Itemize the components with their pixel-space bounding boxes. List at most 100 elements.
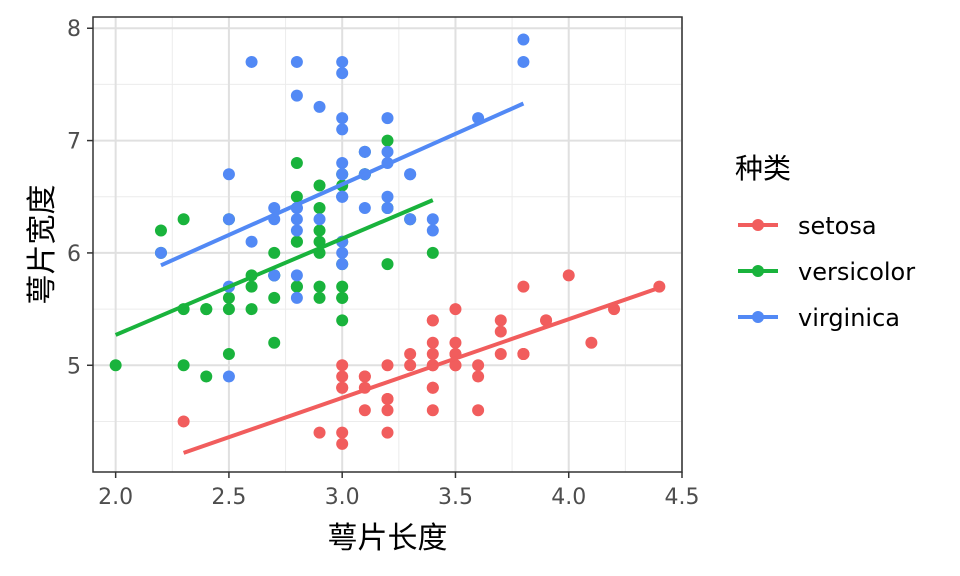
trend-line-setosa [182, 285, 661, 455]
data-point-setosa [449, 336, 462, 349]
x-tick-label: 4.5 [665, 485, 700, 510]
data-point-versicolor [268, 291, 281, 304]
data-point-setosa [404, 348, 417, 361]
data-point-setosa [381, 404, 394, 417]
data-point-versicolor [336, 314, 349, 327]
data-point-virginica [222, 213, 235, 226]
legend-label-setosa: setosa [798, 212, 877, 240]
data-point-virginica [517, 33, 530, 46]
data-point-virginica [222, 370, 235, 383]
data-point-versicolor [381, 134, 394, 147]
data-point-setosa [381, 426, 394, 439]
data-point-versicolor [313, 280, 326, 293]
data-point-virginica [313, 213, 326, 226]
data-point-setosa [426, 314, 439, 327]
data-point-virginica [336, 67, 349, 80]
y-tick-label: 6 [67, 242, 81, 267]
data-point-versicolor [290, 190, 303, 203]
data-point-versicolor [336, 291, 349, 304]
legend: 种类 setosa versicolor virginica [735, 152, 915, 332]
y-tick-label: 7 [67, 130, 81, 155]
data-point-virginica [268, 269, 281, 282]
data-point-versicolor [177, 359, 190, 372]
data-point-versicolor [290, 157, 303, 170]
data-point-versicolor [222, 303, 235, 316]
minor-gridlines [93, 17, 682, 472]
data-point-setosa [449, 303, 462, 316]
x-tick-label: 3.0 [325, 485, 360, 510]
data-point-setosa [472, 359, 485, 372]
data-point-versicolor [200, 370, 213, 383]
data-point-virginica [426, 213, 439, 226]
x-tick-label: 3.5 [438, 485, 473, 510]
legend-key-point-setosa [752, 219, 764, 231]
data-point-virginica [313, 100, 326, 113]
data-point-virginica [222, 168, 235, 181]
data-point-versicolor [245, 280, 258, 293]
data-point-virginica [290, 291, 303, 304]
data-point-virginica [517, 55, 530, 68]
data-point-setosa [381, 392, 394, 405]
data-point-setosa [426, 381, 439, 394]
data-point-setosa [336, 359, 349, 372]
data-point-versicolor [313, 201, 326, 214]
data-point-versicolor [290, 280, 303, 293]
data-point-virginica [426, 224, 439, 237]
data-point-setosa [336, 437, 349, 450]
data-point-versicolor [313, 224, 326, 237]
y-axis-title: 萼片宽度 [25, 185, 60, 305]
legend-title: 种类 [735, 152, 791, 185]
data-point-virginica [336, 123, 349, 136]
data-point-versicolor [336, 280, 349, 293]
data-point-setosa [336, 426, 349, 439]
data-point-virginica [336, 112, 349, 125]
legend-item-versicolor: versicolor [738, 258, 915, 286]
x-tick-label: 4.0 [551, 485, 586, 510]
data-point-versicolor [313, 179, 326, 192]
legend-key-point-virginica [752, 311, 764, 323]
data-point-virginica [336, 246, 349, 259]
data-point-setosa [585, 336, 598, 349]
data-point-virginica [290, 213, 303, 226]
data-point-setosa [313, 426, 326, 439]
data-point-virginica [381, 145, 394, 158]
data-point-setosa [494, 325, 507, 338]
data-point-virginica [358, 201, 371, 214]
data-point-setosa [449, 359, 462, 372]
legend-items: setosa versicolor virginica [738, 212, 915, 332]
trend-lines [114, 101, 661, 455]
data-point-virginica [381, 112, 394, 125]
data-point-setosa [494, 314, 507, 327]
legend-key-point-versicolor [752, 265, 764, 277]
legend-label-versicolor: versicolor [798, 258, 915, 286]
data-point-virginica [381, 190, 394, 203]
data-point-versicolor [313, 291, 326, 304]
legend-item-virginica: virginica [738, 304, 900, 332]
trend-line-virginica [160, 101, 525, 268]
data-point-versicolor [200, 303, 213, 316]
data-point-virginica [381, 201, 394, 214]
data-point-setosa [562, 269, 575, 282]
x-tick-label: 2.0 [98, 485, 133, 510]
trend-line-versicolor [114, 198, 434, 337]
data-point-versicolor [313, 235, 326, 248]
data-point-virginica [336, 190, 349, 203]
plot-panel-border [92, 16, 683, 473]
data-point-versicolor [268, 336, 281, 349]
data-point-virginica [290, 269, 303, 282]
data-point-setosa [404, 359, 417, 372]
data-point-virginica [336, 55, 349, 68]
data-point-virginica [404, 168, 417, 181]
data-point-setosa [472, 404, 485, 417]
data-point-setosa [358, 370, 371, 383]
data-point-setosa [517, 348, 530, 361]
data-point-versicolor [245, 303, 258, 316]
y-tick-label: 5 [67, 354, 81, 379]
data-point-setosa [336, 381, 349, 394]
data-point-setosa [426, 336, 439, 349]
data-point-virginica [245, 235, 258, 248]
data-point-setosa [517, 280, 530, 293]
